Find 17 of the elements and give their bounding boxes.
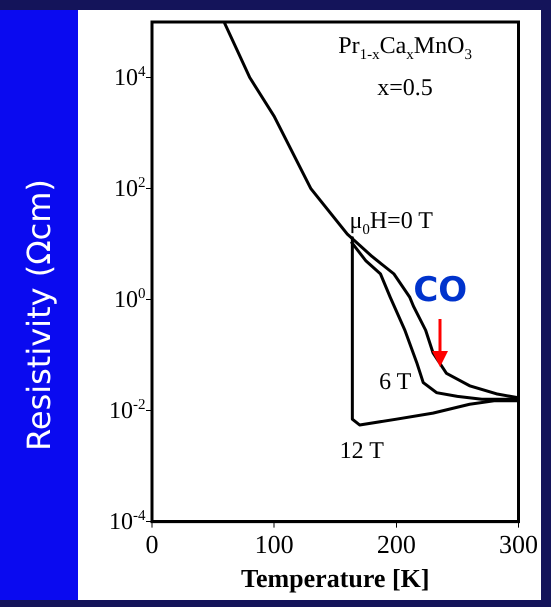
- series-label: 6 T: [379, 368, 412, 395]
- y-tick-label: 10$^{4}$: [114, 64, 146, 91]
- series-label: 12 T: [340, 438, 384, 464]
- y-tick-label: 10$^{0}$: [114, 286, 146, 314]
- x-tick-label: 100: [254, 530, 294, 560]
- y-tick-label: 10$^{-2}$: [109, 397, 146, 424]
- y-axis-title: Resistivity (Ωcm): [20, 179, 58, 451]
- x-tick-label: 0: [146, 530, 158, 560]
- series-label: μ$_{0}$H=0 T: [349, 208, 433, 238]
- x-axis-title: Temperature [K]: [241, 564, 430, 594]
- x-tick-label: 300: [499, 530, 538, 560]
- x-tick-label: 200: [376, 530, 416, 560]
- annotation: x=0.5: [377, 75, 433, 101]
- y-tick-label: 10$^{-4}$: [109, 508, 146, 536]
- annotation: Pr$_{1-x}$Ca$_{x}$MnO$_{3}$: [338, 33, 472, 63]
- y-tick-label: 10$^{2}$: [114, 175, 146, 202]
- annotation: CO: [413, 270, 468, 310]
